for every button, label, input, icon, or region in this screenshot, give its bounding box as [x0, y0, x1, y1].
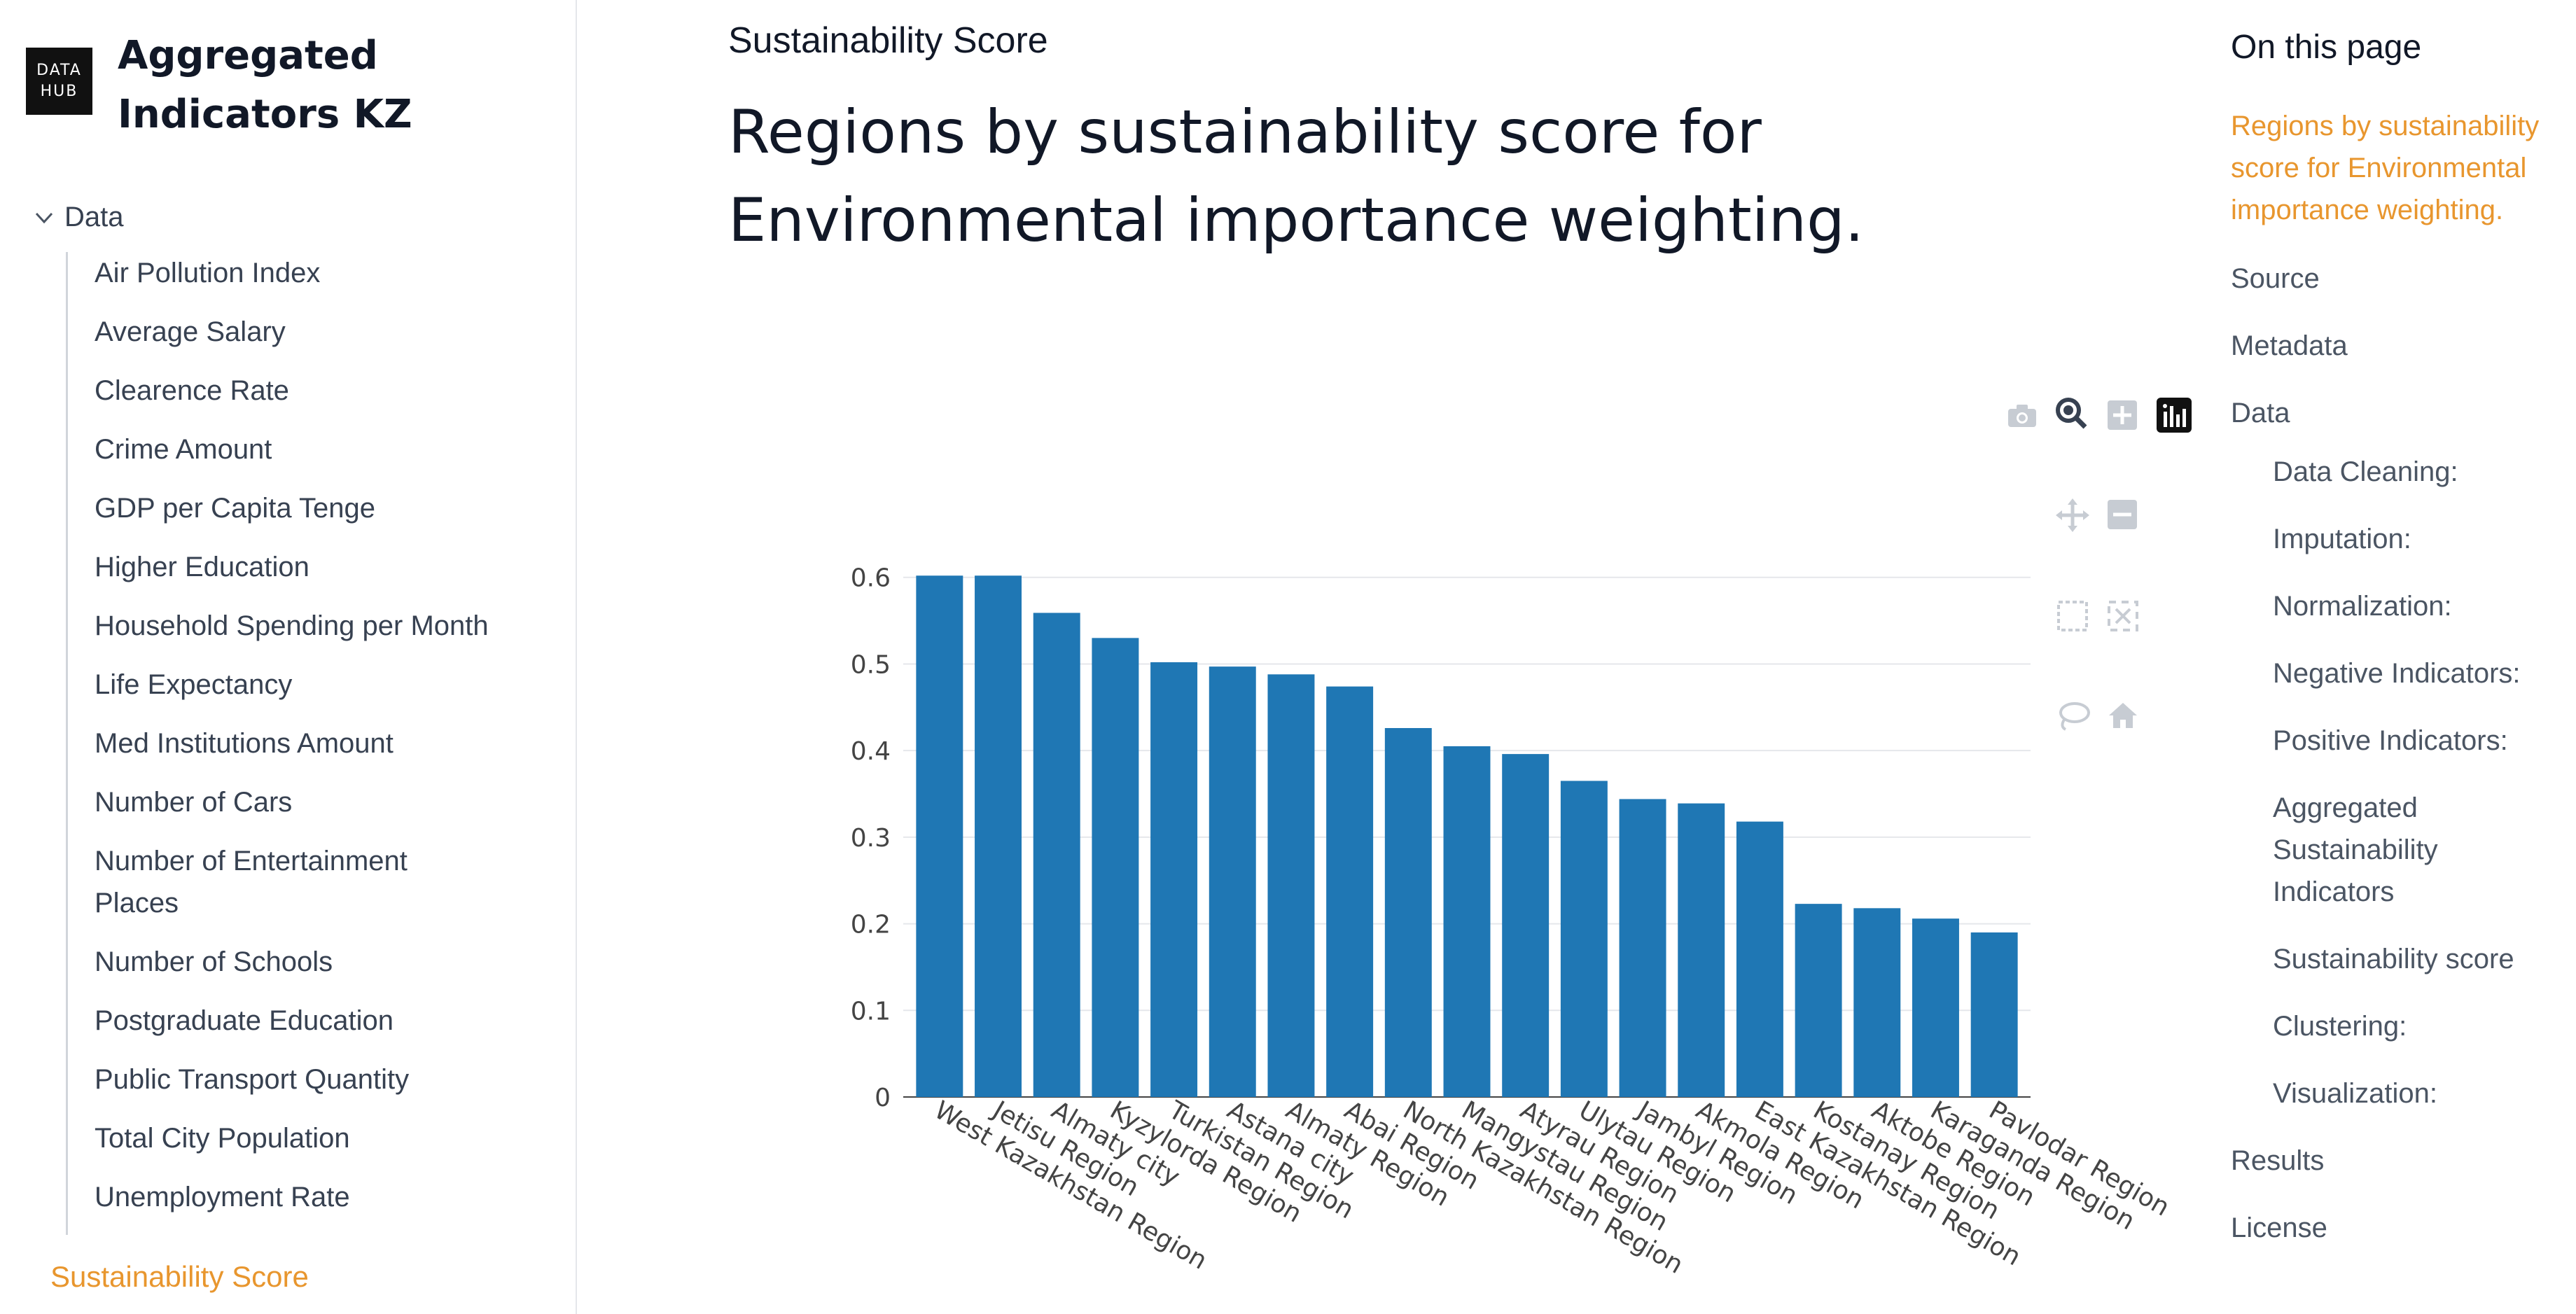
- sidebar-item-average-salary[interactable]: Average Salary: [95, 316, 286, 347]
- y-tick-label: 0.5: [851, 650, 891, 679]
- y-tick-label: 0.6: [851, 564, 891, 593]
- pan-icon[interactable]: [2056, 498, 2089, 532]
- sidebar-item-gdp-per-capita-tenge[interactable]: GDP per Capita Tenge: [95, 493, 375, 524]
- bar-jetisu-region[interactable]: [975, 575, 1022, 1097]
- bar-kyzylorda-region[interactable]: [1092, 638, 1139, 1097]
- bar-ulytau-region[interactable]: [1560, 781, 1608, 1097]
- toc-link-metadata[interactable]: Metadata: [2231, 330, 2348, 361]
- logo-text-line2: HUB: [40, 83, 78, 100]
- sidebar-item-public-transport-quantity[interactable]: Public Transport Quantity: [95, 1064, 410, 1095]
- sidebar-group-label: Data: [64, 202, 124, 232]
- sidebar-item-air-pollution-index[interactable]: Air Pollution Index: [95, 258, 321, 288]
- toc-link-clustering[interactable]: Clustering:: [2273, 1011, 2407, 1042]
- sidebar-nav-list: Air Pollution Index Average Salary Clearen…: [66, 252, 558, 1235]
- sidebar-item-postgraduate-education[interactable]: Postgraduate Education: [95, 1005, 394, 1036]
- bar-east-kazakhstan-region[interactable]: [1736, 821, 1783, 1097]
- bar-atyrau-region[interactable]: [1502, 754, 1550, 1097]
- sidebar-item-household-spending-per-month[interactable]: Household Spending per Month: [95, 610, 489, 641]
- toc-link-normalization[interactable]: Normalization:: [2273, 591, 2452, 622]
- toc-link-source[interactable]: Source: [2231, 263, 2320, 294]
- toc-link-imputation[interactable]: Imputation:: [2273, 524, 2411, 554]
- bar-almaty-region[interactable]: [1267, 674, 1315, 1097]
- site-title[interactable]: Aggregated Indicators KZ: [118, 33, 412, 137]
- toc-link-negative-indicators[interactable]: Negative Indicators:: [2273, 658, 2521, 689]
- sidebar-item-med-institutions-amount[interactable]: Med Institutions Amount: [95, 728, 394, 759]
- plotly-logo-icon[interactable]: [2157, 398, 2192, 433]
- camera-icon[interactable]: [2005, 399, 2039, 433]
- zoom-icon[interactable]: [2054, 396, 2088, 430]
- bar-west-kazakhstan-region[interactable]: [916, 575, 963, 1097]
- bar-jambyl-region[interactable]: [1619, 799, 1666, 1097]
- datahub-logo[interactable]: DATA HUB: [26, 48, 92, 115]
- toc-link-sustainability-score[interactable]: Sustainability score: [2273, 944, 2514, 974]
- y-tick-label: 0.4: [851, 737, 891, 766]
- bar-akmola-region[interactable]: [1678, 803, 1725, 1097]
- section-title: Sustainability Score: [728, 20, 1048, 61]
- sidebar-item-unemployment-rate[interactable]: Unemployment Rate: [95, 1182, 350, 1212]
- sidebar-item-number-of-cars[interactable]: Number of Cars: [95, 787, 293, 818]
- sidebar-item-number-of-entertainment-places[interactable]: Number of Entertainment Places: [95, 846, 408, 918]
- bar-karaganda-region[interactable]: [1912, 918, 1959, 1097]
- logo-text-line1: DATA: [36, 62, 82, 79]
- toc-link-positive-indicators[interactable]: Positive Indicators:: [2273, 725, 2508, 756]
- lasso-icon[interactable]: [2056, 699, 2090, 732]
- toc-heading: On this page: [2231, 29, 2422, 66]
- toc-link-license[interactable]: License: [2231, 1212, 2327, 1243]
- toc-link-visualization[interactable]: Visualization:: [2273, 1078, 2437, 1109]
- bar-turkistan-region[interactable]: [1150, 662, 1198, 1097]
- bar-almaty-city[interactable]: [1033, 613, 1080, 1097]
- zoom-in-icon[interactable]: [2106, 399, 2140, 433]
- toc-link-chart-title[interactable]: Regions by sustainability score for Envi…: [2231, 111, 2540, 225]
- bar-kostanay-region[interactable]: [1795, 904, 1842, 1097]
- bar-astana-city[interactable]: [1209, 666, 1256, 1097]
- bar-north-kazakhstan-region[interactable]: [1384, 727, 1432, 1097]
- sidebar-item-sustainability-score[interactable]: Sustainability Score: [50, 1260, 309, 1293]
- bar-aktobe-region[interactable]: [1853, 908, 1901, 1097]
- y-tick-label: 0: [875, 1084, 891, 1112]
- sidebar-item-clearence-rate[interactable]: Clearence Rate: [95, 375, 289, 406]
- sidebar-item-life-expectancy[interactable]: Life Expectancy: [95, 669, 293, 700]
- sidebar-item-number-of-schools[interactable]: Number of Schools: [95, 946, 333, 977]
- sidebar-group-data[interactable]: Data: [32, 202, 124, 233]
- toc-link-results[interactable]: Results: [2231, 1145, 2325, 1176]
- sidebar-item-higher-education[interactable]: Higher Education: [95, 552, 309, 582]
- y-tick-label: 0.3: [851, 824, 891, 853]
- chevron-down-icon: [35, 212, 53, 223]
- y-tick-label: 0.1: [851, 997, 891, 1026]
- toc-link-data-cleaning[interactable]: Data Cleaning:: [2273, 456, 2458, 487]
- page-title: Regions by sustainability score for Envi…: [728, 97, 1865, 256]
- y-tick-label: 0.2: [851, 911, 891, 939]
- sidebar-item-crime-amount[interactable]: Crime Amount: [95, 434, 272, 465]
- reset-axes-icon[interactable]: [2106, 699, 2140, 732]
- sidebar-item-total-city-population[interactable]: Total City Population: [95, 1123, 350, 1154]
- bar-mangystau-region[interactable]: [1443, 746, 1491, 1097]
- bar-abai-region[interactable]: [1326, 686, 1374, 1097]
- toc-link-aggregated-sustainability-indicators[interactable]: Aggregated Sustainability Indicators: [2273, 792, 2438, 907]
- bar-pavlodar-region[interactable]: [1970, 932, 2018, 1097]
- toc-link-data[interactable]: Data: [2231, 398, 2290, 428]
- zoom-out-icon[interactable]: [2106, 498, 2140, 532]
- autoscale-icon[interactable]: [2106, 599, 2140, 633]
- box-select-icon[interactable]: [2056, 599, 2089, 633]
- sidebar: DATA HUB Aggregated Indicators KZ Data A…: [0, 0, 577, 1314]
